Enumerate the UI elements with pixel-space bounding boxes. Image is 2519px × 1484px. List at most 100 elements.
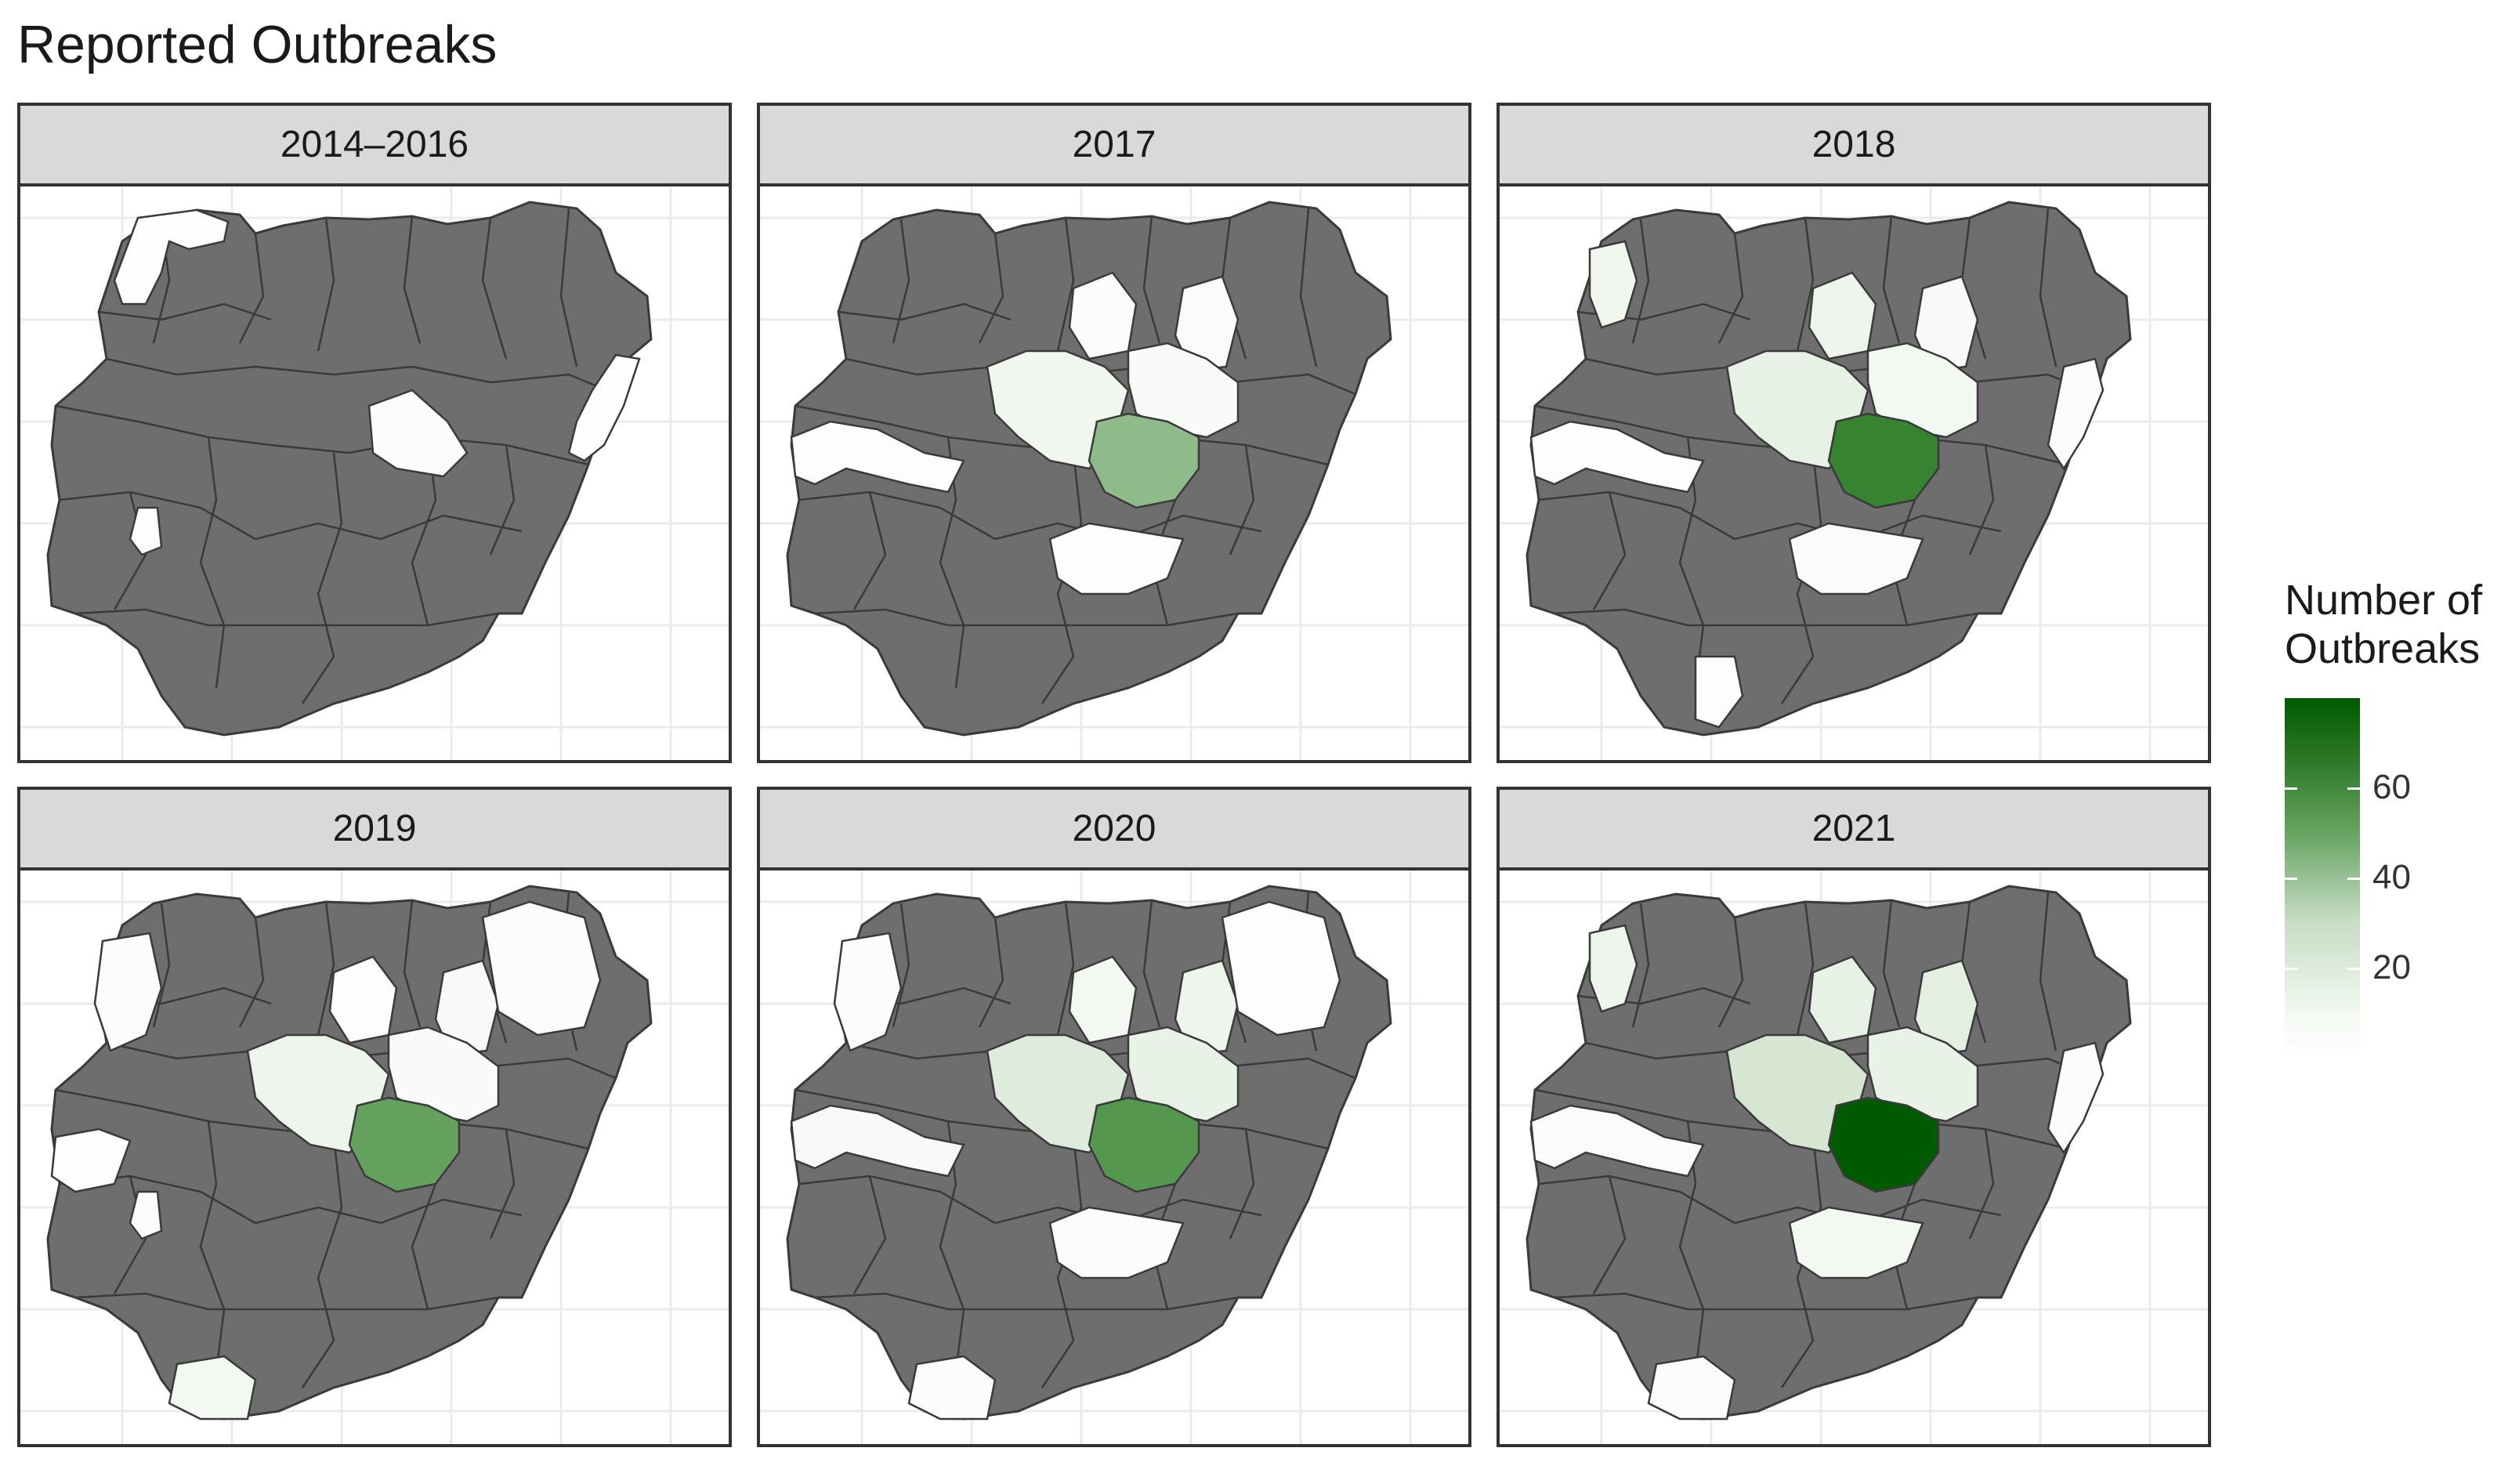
state-border	[238, 917, 265, 1028]
state-border	[1056, 217, 1075, 352]
state-border	[1056, 901, 1075, 1036]
facet-panel-2019: 2019	[17, 787, 732, 1447]
map-plot	[1500, 870, 2208, 1444]
state-border	[1041, 452, 1083, 704]
legend-title: Number of Outbreaks	[2285, 576, 2512, 673]
region-central-green	[1088, 412, 1200, 509]
region-middle-south	[1788, 522, 1924, 595]
state-border	[59, 490, 256, 541]
region-central-green	[1088, 1096, 1200, 1193]
map-plot	[20, 186, 729, 760]
state-border	[838, 302, 1012, 321]
region-central-east	[387, 1026, 500, 1123]
state-border	[411, 365, 617, 396]
state-border	[1538, 490, 1735, 541]
state-border	[1534, 1088, 1751, 1131]
state-border	[892, 903, 910, 1028]
state-border	[978, 233, 1004, 344]
state-border	[403, 215, 422, 344]
region-west-patch	[50, 1127, 132, 1193]
region-west-strip	[790, 1104, 965, 1178]
state-border	[1717, 917, 1744, 1028]
state-border	[1554, 608, 1978, 627]
state-border	[1796, 217, 1815, 352]
facet-panel-2014-2016: 2014–2016	[17, 103, 732, 763]
facet-strip-label: 2018	[1500, 106, 2208, 186]
legend-tick-mark	[2285, 878, 2297, 880]
state-border	[255, 1198, 523, 1225]
state-border	[1299, 208, 1318, 367]
region-northwest-strip	[1588, 924, 1638, 1013]
region-northwest-block	[833, 932, 903, 1052]
region-central-east	[1127, 1026, 1240, 1123]
state-border	[852, 491, 887, 610]
map-svg	[20, 870, 729, 1444]
region-north-center-b	[1913, 275, 1979, 372]
region-central-east	[1866, 342, 1979, 439]
facet-strip-label: 2021	[1500, 790, 2208, 870]
map-svg	[760, 186, 1468, 760]
state-border	[892, 219, 910, 344]
region-north-central-east	[367, 389, 469, 478]
state-border	[301, 1136, 343, 1388]
region-middle-south	[1048, 522, 1185, 595]
state-border	[1229, 444, 1255, 556]
state-border	[238, 233, 265, 344]
map-plot	[760, 186, 1468, 760]
legend-title-line: Number of	[2285, 577, 2483, 624]
region-north-center-b	[434, 959, 500, 1056]
legend-tick-mark	[2347, 968, 2360, 970]
country-base	[46, 201, 653, 737]
state-border	[98, 302, 272, 321]
legend-title-line: Outbreaks	[2285, 625, 2481, 672]
facet-panel-2021: 2021	[1497, 787, 2211, 1447]
state-border	[1717, 233, 1744, 344]
state-border	[1142, 899, 1161, 1028]
state-border	[489, 444, 516, 556]
state-border	[1534, 404, 1751, 447]
state-border	[814, 1292, 1239, 1311]
legend-tick-mark	[2347, 878, 2360, 880]
state-border	[559, 208, 578, 367]
state-border	[317, 217, 335, 352]
state-border	[1968, 1128, 1995, 1240]
region-northeast-block	[1221, 900, 1341, 1037]
region-south-coast	[168, 1355, 257, 1421]
region-middle-south	[1788, 1206, 1924, 1279]
region-central-green	[1827, 1096, 1940, 1193]
region-southwest-spot	[128, 1190, 163, 1240]
region-north-center-b	[1913, 959, 1979, 1056]
facet-strip-label: 2017	[760, 106, 1468, 186]
region-central-east	[1866, 1026, 1979, 1123]
state-border	[55, 404, 272, 447]
state-border	[255, 514, 523, 541]
state-border	[113, 491, 147, 610]
state-border	[1780, 452, 1822, 704]
color-legend: Number of Outbreaks 60 40 20	[2285, 576, 2512, 1085]
map-plot	[1500, 186, 2208, 760]
facet-panel-2020: 2020	[757, 787, 1471, 1447]
state-border	[74, 1292, 499, 1311]
state-border	[113, 1175, 147, 1294]
state-border	[106, 357, 413, 376]
state-border	[1796, 901, 1815, 1036]
state-border	[1882, 215, 1901, 344]
region-east-border	[2047, 1041, 2105, 1155]
state-border	[798, 490, 996, 541]
region-northeast-border	[567, 353, 641, 462]
state-border	[2039, 208, 2058, 367]
facet-strip-label: 2020	[760, 790, 1468, 870]
map-svg	[760, 870, 1468, 1444]
region-south-coast	[907, 1355, 997, 1421]
state-border	[1041, 1136, 1083, 1388]
state-border	[1780, 1136, 1822, 1388]
region-northwest-tip	[113, 208, 230, 306]
state-border	[1631, 219, 1650, 344]
map-svg	[1500, 186, 2208, 760]
state-border	[199, 1120, 226, 1373]
map-plot	[760, 870, 1468, 1444]
region-east-border	[2047, 357, 2105, 471]
legend-tick-label: 60	[2372, 768, 2411, 806]
state-border	[1142, 215, 1161, 344]
region-central-green	[1827, 412, 1940, 509]
